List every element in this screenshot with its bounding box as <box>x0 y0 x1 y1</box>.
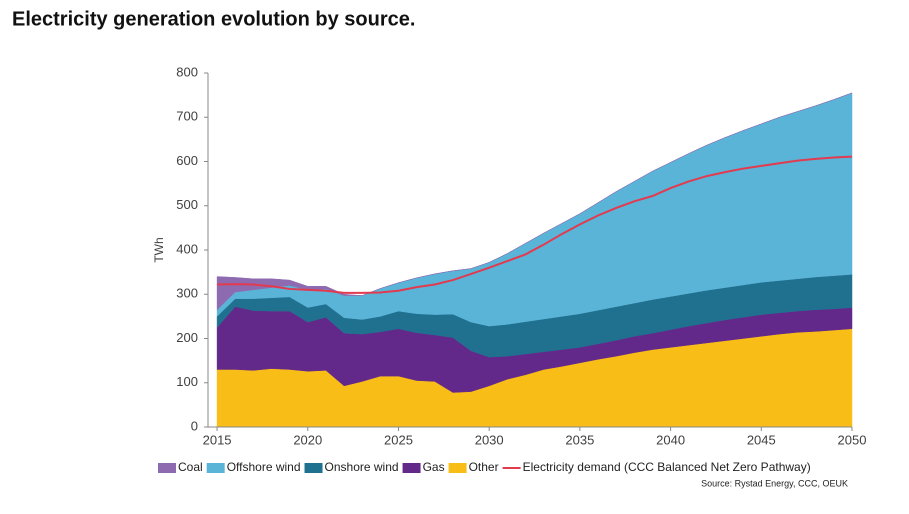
legend-label: Offshore wind <box>227 460 301 474</box>
x-tick-label: 2040 <box>656 432 685 447</box>
x-tick-label: 2045 <box>747 432 776 447</box>
y-tick-label: 100 <box>176 374 198 389</box>
legend-label: Gas <box>423 460 445 474</box>
x-tick-label: 2035 <box>565 432 594 447</box>
y-tick-label: 800 <box>176 64 198 79</box>
legend-swatch <box>402 463 421 473</box>
y-tick-label: 600 <box>176 153 198 168</box>
x-tick-label: 2030 <box>475 432 504 447</box>
y-tick-label: 700 <box>176 109 198 124</box>
legend-swatch <box>304 463 323 473</box>
x-tick-label: 2025 <box>384 432 413 447</box>
x-tick-label: 2020 <box>293 432 322 447</box>
y-tick-label: 0 <box>191 418 198 433</box>
y-tick-label: 400 <box>176 241 198 256</box>
legend-swatch <box>206 463 225 473</box>
y-axis-label: TWh <box>152 237 166 262</box>
legend-swatch <box>158 463 176 473</box>
legend-label: Other <box>469 460 499 474</box>
legend-swatch <box>448 463 467 473</box>
legend-label: Onshore wind <box>325 460 399 474</box>
area <box>216 92 853 311</box>
y-tick-label: 200 <box>176 330 198 345</box>
chart-title: Electricity generation evolution by sour… <box>12 8 415 30</box>
legend-label: Electricity demand (CCC Balanced Net Zer… <box>523 460 811 474</box>
x-tick-label: 2050 <box>838 432 867 447</box>
line <box>217 155 853 294</box>
source: Source: Rystad Energy, CCC, OEUK <box>701 478 848 488</box>
y-tick-label: 300 <box>176 286 198 301</box>
x-tick-label: 2015 <box>203 432 232 447</box>
legend-label: Coal <box>178 460 203 474</box>
y-tick-label: 500 <box>176 197 198 212</box>
